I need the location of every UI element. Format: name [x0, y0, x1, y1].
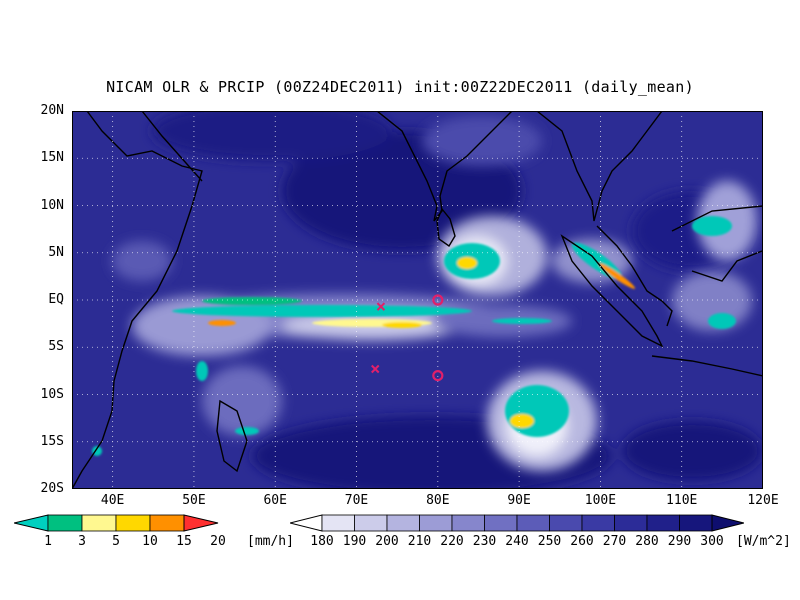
legend-swatch	[549, 514, 583, 532]
legend-swatch	[115, 514, 151, 532]
map-frame	[72, 111, 763, 489]
java-coast	[651, 355, 764, 377]
borneo-north	[671, 205, 764, 232]
x-tick-label: 120E	[747, 493, 779, 508]
legend-label: 1	[44, 534, 52, 549]
y-tick-label: 15S	[40, 433, 64, 449]
circle-marker	[432, 370, 444, 382]
x-tick-label: 80E	[426, 493, 450, 508]
legend-swatch	[386, 514, 420, 532]
legend-label: 240	[505, 534, 529, 549]
borneo-coast	[691, 250, 763, 282]
sri-lanka-coast	[436, 207, 456, 248]
legend-swatch	[614, 514, 648, 532]
legend-swatch	[581, 514, 615, 532]
legend-arrow-left	[14, 514, 49, 532]
y-tick-label: 20S	[40, 481, 64, 496]
legend-label: 290	[667, 534, 692, 549]
legend-label: 260	[570, 534, 594, 549]
legend-label: 250	[537, 534, 562, 549]
y-tick-label: 15N	[40, 150, 64, 166]
legend-swatch	[484, 514, 518, 532]
legend-swatch	[81, 514, 117, 532]
legend-swatch	[451, 514, 485, 532]
x-marker	[371, 364, 380, 374]
legend-label: 300	[700, 534, 724, 549]
y-tick-label: 20N	[40, 103, 64, 118]
legend-swatch	[149, 514, 185, 532]
olr-unit: [W/m^2]	[736, 534, 791, 549]
map-title: NICAM OLR & PRCIP (00Z24DEC2011) init:00…	[106, 78, 694, 96]
legend-label: 280	[635, 534, 659, 549]
legend-label: 180	[310, 534, 334, 549]
x-tick-label: 40E	[100, 493, 125, 508]
madagascar-coast	[216, 399, 248, 473]
x-tick-label: 90E	[507, 493, 531, 508]
india-coast	[376, 110, 513, 222]
legend-swatch	[47, 514, 83, 532]
x-tick-label: 100E	[584, 493, 617, 508]
legend-label: 5	[112, 534, 120, 549]
legend-label: 200	[375, 534, 399, 549]
precip-legend-bar	[14, 514, 219, 532]
olr-legend-bar	[290, 514, 744, 532]
legend-arrow-right	[183, 514, 219, 532]
legend-label: 20	[210, 534, 226, 549]
markers	[371, 294, 444, 382]
y-tick-label: EQ	[48, 292, 64, 307]
coastlines	[71, 110, 764, 490]
grid-lines	[72, 111, 763, 489]
malay-coast	[596, 225, 673, 327]
africa-coast	[71, 110, 203, 490]
x-tick-label: 70E	[344, 493, 369, 508]
legend-swatch	[516, 514, 550, 532]
legend-swatch	[354, 514, 388, 532]
legend-label: 270	[602, 534, 627, 549]
bay-east-coast	[536, 110, 663, 222]
precip-unit: [mm/h]	[247, 534, 294, 549]
map-canvas	[71, 101, 764, 496]
legend-label: 210	[407, 534, 432, 549]
circle-marker	[432, 294, 444, 306]
y-tick-label: 10N	[40, 197, 64, 213]
y-tick-label: 5N	[48, 244, 64, 260]
legend-arrow-right	[711, 514, 744, 532]
legend-label: 220	[440, 534, 464, 549]
legend-label: 190	[342, 534, 367, 549]
y-tick-label: 5S	[48, 339, 64, 355]
legend-swatch	[321, 514, 355, 532]
legend-arrow-left	[290, 514, 323, 532]
x-tick-label: 60E	[263, 493, 287, 508]
olr-dark-regions	[152, 101, 762, 496]
legend-label: 3	[78, 534, 86, 549]
legend-label: 230	[472, 534, 497, 549]
x-tick-label: 50E	[182, 493, 206, 508]
y-tick-label: 10S	[40, 386, 64, 402]
legend-label: 10	[142, 534, 158, 549]
legend-label: 15	[176, 534, 192, 549]
x-marker	[376, 302, 386, 311]
x-tick-label: 110E	[666, 493, 698, 508]
map-panel	[71, 101, 764, 496]
legend-swatch	[679, 514, 713, 532]
arabia-coast	[141, 110, 203, 182]
legend-swatch	[646, 514, 680, 532]
legend-swatch	[419, 514, 453, 532]
sumatra-coast	[560, 234, 664, 348]
